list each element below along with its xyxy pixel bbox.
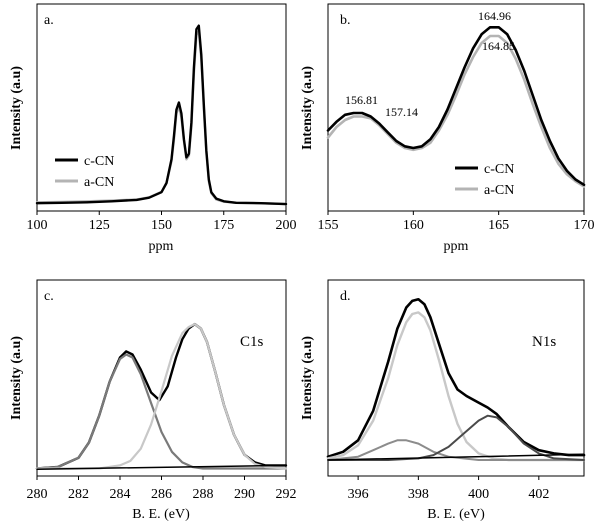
panel-b-label: b.: [340, 13, 351, 28]
panel-a-legend: c-CN a-CN: [55, 154, 114, 190]
legend-label-a-cn: a-CN: [84, 175, 114, 190]
panel-b: b. Intensity (a.u) ppm 155 160 165 170 156.…: [300, 3, 595, 254]
panel-a: a. Intensity (a.u) ppm 100 125 150 175 200 c…: [9, 3, 297, 254]
x-tick-label: 286: [151, 487, 172, 502]
x-tick-label: 100: [27, 218, 48, 233]
panel-c-x-ticks: 280 282 284 286 288 290 292: [27, 476, 297, 502]
panel-b-x-ticks: 155 160 165 170: [318, 211, 595, 233]
x-tick-label: 288: [193, 487, 214, 502]
panel-b-peak-label-157-14: 157.14: [385, 105, 418, 119]
x-tick-label: 165: [488, 218, 509, 233]
panel-b-ylabel: Intensity (a.u): [300, 66, 315, 150]
x-tick-label: 282: [68, 487, 89, 502]
x-tick-label: 396: [348, 487, 369, 502]
x-tick-label: 402: [528, 487, 549, 502]
panel-b-legend: c-CN a-CN: [455, 162, 514, 198]
series-line-component-0: [326, 297, 586, 459]
panel-c-c1s-label: C1s: [240, 334, 264, 350]
legend-label-c-cn: c-CN: [84, 154, 114, 169]
panel-c-frame: [36, 279, 287, 477]
panel-a-xlabel: ppm: [149, 239, 174, 254]
x-tick-label: 125: [89, 218, 110, 233]
x-tick-label: 292: [276, 487, 297, 502]
panel-d-xlabel: B. E. (eV): [427, 507, 485, 522]
panel-b-xlabel: ppm: [444, 239, 469, 254]
panel-b-frame: [327, 3, 585, 212]
series-line-c-cn: [326, 25, 586, 187]
x-tick-label: 170: [574, 218, 595, 233]
x-tick-label: 150: [151, 218, 172, 233]
x-tick-label: 175: [213, 218, 234, 233]
panel-c: c. Intensity (a.u) B. E. (eV) C1s 280 282…: [9, 279, 297, 522]
x-tick-label: 400: [468, 487, 489, 502]
x-tick-label: 290: [234, 487, 255, 502]
series-line-c-cn: [35, 24, 288, 206]
series-line-a-cn: [326, 34, 586, 188]
panel-a-series: [35, 24, 288, 206]
x-tick-label: 398: [408, 487, 429, 502]
series-line-component-2: [327, 439, 585, 461]
panel-b-series: [326, 25, 586, 188]
panel-c-label: c.: [44, 289, 54, 304]
panel-b-peak-label-156-81: 156.81: [345, 93, 378, 107]
x-tick-label: 160: [403, 218, 424, 233]
panel-d-label: d.: [340, 289, 351, 304]
panel-b-peak-label-164-85: 164.85: [482, 39, 515, 53]
panel-d-n1s-label: N1s: [532, 334, 556, 350]
series-line-component-4: [327, 453, 585, 461]
legend-label-a-cn: a-CN: [484, 183, 514, 198]
series-line-component-1: [35, 353, 288, 470]
panel-c-ylabel: Intensity (a.u): [9, 336, 24, 420]
series-line-a-cn: [35, 30, 288, 206]
panel-a-x-ticks: 100 125 150 175 200: [27, 211, 297, 233]
series-line-component-3: [36, 464, 287, 470]
legend-label-c-cn: c-CN: [484, 162, 514, 177]
x-tick-label: 155: [318, 218, 339, 233]
x-tick-label: 284: [110, 487, 131, 502]
x-tick-label: 280: [27, 487, 48, 502]
panel-d-ylabel: Intensity (a.u): [300, 336, 315, 420]
panel-a-ylabel: Intensity (a.u): [9, 66, 24, 150]
panel-d: d. Intensity (a.u) B. E. (eV) N1s 396 398…: [300, 279, 586, 522]
series-line-component-1: [326, 311, 586, 462]
x-tick-label: 200: [276, 218, 297, 233]
panel-c-series: [35, 322, 288, 470]
panel-d-frame: [327, 279, 585, 477]
panel-b-peak-label-164-96: 164.96: [478, 9, 511, 23]
panel-d-x-ticks: 396 398 400 402: [348, 476, 549, 502]
panel-d-series: [326, 297, 586, 462]
panel-a-label: a.: [44, 13, 54, 28]
panel-c-xlabel: B. E. (eV): [132, 507, 190, 522]
series-line-component-2: [35, 323, 288, 470]
